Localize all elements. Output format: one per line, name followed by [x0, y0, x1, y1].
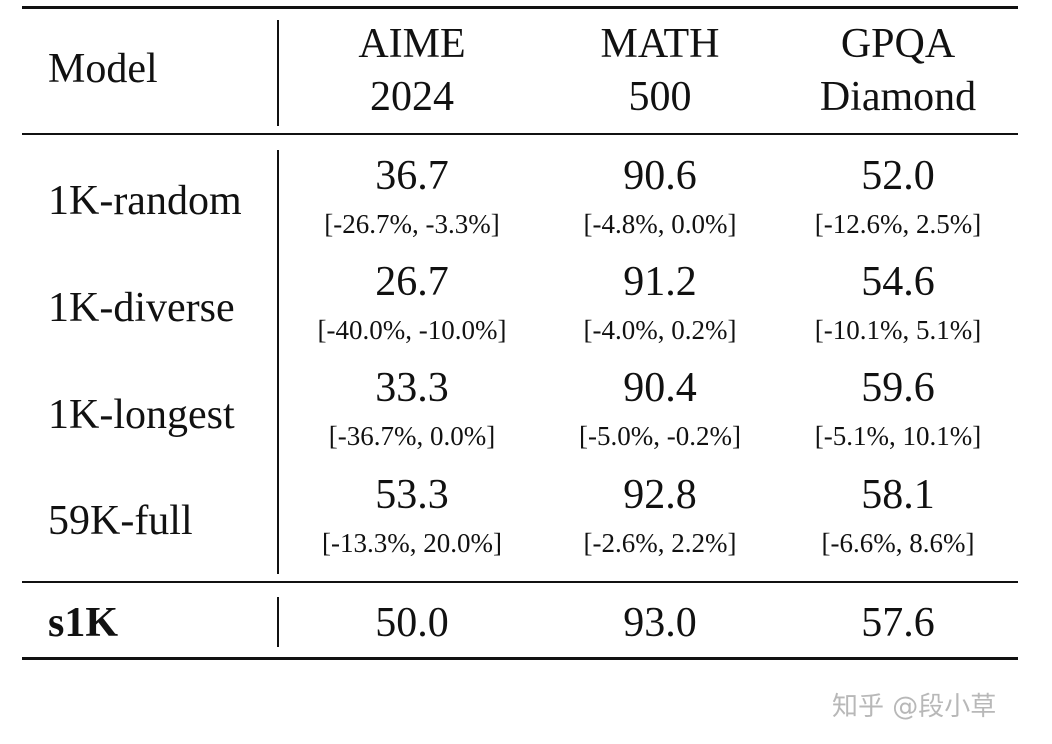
watermark: 知乎 @段小草: [832, 692, 997, 722]
cell-value: 59.6: [861, 365, 935, 411]
bottom-rule: [22, 657, 1018, 660]
cell-interval: [-10.1%, 5.1%]: [814, 315, 982, 345]
cell-value: 58.1: [861, 472, 935, 518]
s1k-value-math: 93.0: [623, 600, 697, 646]
top-rule: [22, 6, 1018, 9]
table-cell: 36.7 [-26.7%, -3.3%]: [282, 155, 542, 238]
cell-interval: [-2.6%, 2.2%]: [583, 528, 737, 558]
table-cell: 52.0 [-12.6%, 2.5%]: [768, 155, 1028, 238]
cell-interval: [-36.7%, 0.0%]: [328, 421, 496, 451]
table-cell: 90.6 [-4.8%, 0.0%]: [530, 155, 790, 238]
s1k-value-gpqa: 57.6: [861, 600, 935, 646]
header-aime-line2: 2024: [370, 74, 454, 120]
body-column-divider: [277, 150, 279, 574]
cell-value: 90.6: [623, 153, 697, 199]
cell-interval: [-12.6%, 2.5%]: [814, 209, 982, 239]
row-label-1k-longest: 1K-longest: [48, 392, 235, 438]
cell-value: 53.3: [375, 472, 449, 518]
header-math-line2: 500: [628, 74, 692, 120]
cell-value: 52.0: [861, 153, 935, 199]
cell-interval: [-5.0%, -0.2%]: [579, 421, 741, 451]
row-label-59k-full: 59K-full: [48, 498, 193, 544]
table-cell: 33.3 [-36.7%, 0.0%]: [282, 367, 542, 450]
cell-interval: [-6.6%, 8.6%]: [821, 528, 975, 558]
row-label-s1k: s1K: [48, 600, 119, 646]
cell-value: 54.6: [861, 259, 935, 305]
table-cell: 58.1 [-6.6%, 8.6%]: [768, 474, 1028, 557]
header-gpqa-diamond: GPQA Diamond: [768, 18, 1028, 124]
cell-interval: [-26.7%, -3.3%]: [324, 209, 500, 239]
table-cell: 26.7 [-40.0%, -10.0%]: [282, 261, 542, 344]
header-rule: [22, 133, 1018, 135]
row-label-1k-random: 1K-random: [48, 178, 242, 224]
table-cell: 90.4 [-5.0%, -0.2%]: [530, 367, 790, 450]
table-cell: 53.3 [-13.3%, 20.0%]: [282, 474, 542, 557]
final-row-column-divider: [277, 597, 279, 647]
cell-value: 90.4: [623, 365, 697, 411]
header-aime-2024: AIME 2024: [282, 18, 542, 124]
table-cell: 54.6 [-10.1%, 5.1%]: [768, 261, 1028, 344]
header-gpqa-line2: Diamond: [819, 74, 977, 120]
table-cell: 59.6 [-5.1%, 10.1%]: [768, 367, 1028, 450]
body-rule: [22, 581, 1018, 583]
cell-interval: [-40.0%, -10.0%]: [317, 315, 507, 345]
s1k-value-aime: 50.0: [375, 600, 449, 646]
cell-interval: [-4.8%, 0.0%]: [583, 209, 737, 239]
cell-value: 33.3: [375, 365, 449, 411]
cell-interval: [-5.1%, 10.1%]: [814, 421, 982, 451]
header-gpqa-line1: GPQA: [840, 21, 956, 67]
header-math-500: MATH 500: [530, 18, 790, 124]
row-label-1k-diverse: 1K-diverse: [48, 285, 235, 331]
cell-interval: [-13.3%, 20.0%]: [322, 528, 502, 558]
table-cell: 91.2 [-4.0%, 0.2%]: [530, 261, 790, 344]
cell-value: 91.2: [623, 259, 697, 305]
cell-interval: [-4.0%, 0.2%]: [583, 315, 737, 345]
cell-value: 92.8: [623, 472, 697, 518]
header-model: Model: [48, 46, 158, 92]
cell-value: 26.7: [375, 259, 449, 305]
header-aime-line1: AIME: [358, 21, 466, 67]
table-cell: 92.8 [-2.6%, 2.2%]: [530, 474, 790, 557]
header-math-line1: MATH: [600, 21, 720, 67]
header-column-divider: [277, 20, 279, 126]
cell-value: 36.7: [375, 153, 449, 199]
